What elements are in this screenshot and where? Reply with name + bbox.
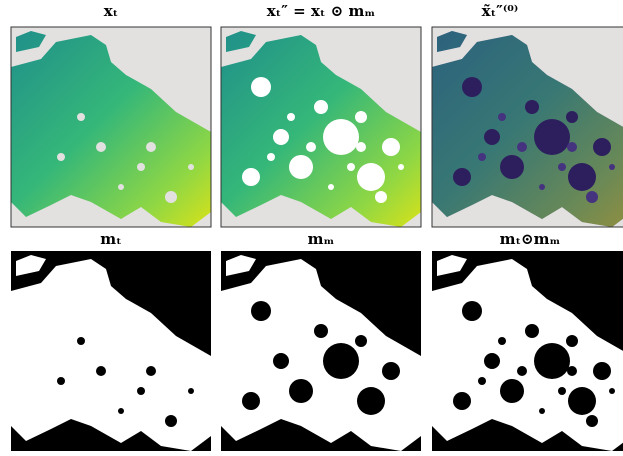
panel-title: 𝐦ₘ <box>308 230 335 248</box>
panel: 𝐱̃ₜ″⁽⁰⁾ <box>432 2 623 227</box>
panel-title: 𝐱̃ₜ″⁽⁰⁾ <box>482 2 519 20</box>
figure: 𝐱ₜ 𝐱ₜ″ = 𝐱ₜ ⊙ 𝐦ₘ 𝐱̃ₜ″⁽⁰⁾ 𝐦ₜ <box>0 0 623 456</box>
panel-title: 𝐦ₜ <box>100 230 121 248</box>
panel: 𝐦ₜ <box>11 230 211 451</box>
panel: 𝐱ₜ <box>11 2 211 227</box>
panel-title: 𝐱ₜ <box>104 2 119 20</box>
panel: 𝐱ₜ″ = 𝐱ₜ ⊙ 𝐦ₘ <box>221 2 421 227</box>
panel-title: 𝐱ₜ″ = 𝐱ₜ ⊙ 𝐦ₘ <box>267 2 376 20</box>
panel: 𝐦ₜ⊙𝐦ₘ <box>432 230 623 451</box>
panel: 𝐦ₘ <box>221 230 421 451</box>
panel-title: 𝐦ₜ⊙𝐦ₘ <box>500 230 561 248</box>
